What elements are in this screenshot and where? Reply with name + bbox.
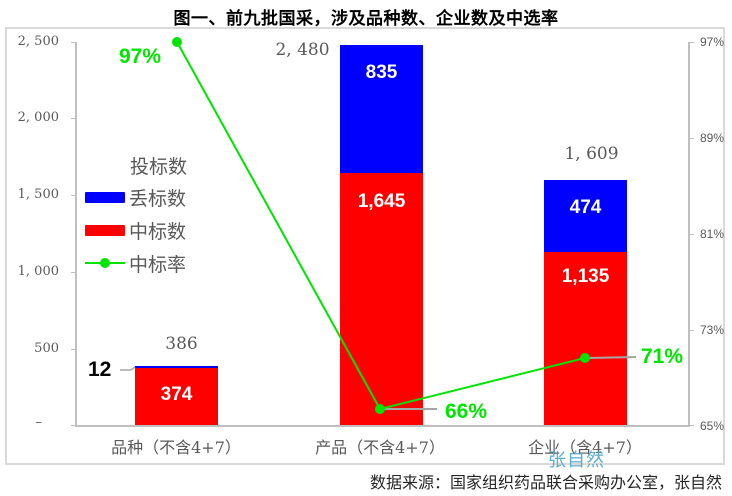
legend-label: 中标率 [129, 253, 187, 276]
legend-item-lost: 丢标数 [85, 185, 187, 210]
win-rate-point [375, 404, 385, 414]
won-value-label: 374 [160, 384, 193, 405]
legend-title: 投标数 [130, 156, 188, 178]
legend-label: 中标数 [129, 220, 187, 243]
right-tick [689, 138, 694, 139]
right-tick [689, 234, 694, 235]
watermark: 张自然 [548, 450, 605, 471]
win-rate-label: 97% [119, 45, 162, 68]
bar-lost-products [340, 45, 423, 173]
left-axis-line [75, 42, 77, 426]
left-tick [71, 349, 76, 350]
blue-swatch-icon [85, 191, 125, 203]
right-axis-label: 97% [700, 35, 725, 49]
category-label: 产品（不含4+7） [315, 438, 445, 457]
left-axis-label: 1, 500 [17, 187, 59, 202]
legend-item-won: 中标数 [85, 218, 187, 243]
category-label: 企业（含4+7） [528, 438, 642, 457]
win-rate-point [172, 37, 182, 47]
left-tick [71, 425, 76, 426]
left-tick [71, 42, 76, 43]
left-tick [71, 118, 76, 119]
source-note: 数据来源：国家组织药品联合采购办公室，张自然 [369, 473, 722, 492]
red-swatch-icon [85, 224, 125, 236]
right-axis-label: 73% [700, 323, 725, 337]
legend-item-rate: 中标率 [85, 251, 187, 276]
right-axis-label: 65% [700, 419, 725, 433]
win-rate-point [580, 353, 590, 363]
lost-value-label: 474 [569, 197, 602, 218]
right-axis-label: 81% [700, 227, 725, 241]
won-value-label: 1,135 [561, 266, 610, 287]
leader-line [587, 356, 637, 359]
bar-lost-companies [544, 180, 627, 252]
category-label: 品种（不含4+7） [111, 438, 241, 457]
win-rate-line [176, 41, 586, 411]
total-value-label: 386 [165, 334, 198, 354]
left-axis-label: 2, 000 [17, 110, 59, 125]
legend-label: 丢标数 [129, 187, 187, 210]
total-value-label: 2, 480 [275, 40, 330, 60]
right-tick [689, 425, 694, 426]
right-tick [689, 330, 694, 331]
left-axis-label: 500 [34, 341, 59, 356]
left-tick [71, 195, 76, 196]
leader-line [130, 366, 136, 371]
right-axis-label: 89% [700, 131, 725, 145]
left-tick [71, 272, 76, 273]
won-value-label: 1,645 [357, 191, 406, 212]
bar-won-companies [544, 252, 627, 425]
lost-value-label: 835 [365, 62, 398, 83]
line-marker-icon [85, 258, 125, 268]
left-axis-label: 2, 500 [17, 34, 59, 49]
bar-lost-varieties [135, 366, 218, 368]
bar-won-products [340, 173, 423, 425]
left-axis-label: – [35, 415, 43, 430]
chart-title: 图一、前九批国采，涉及品种数、企业数及中选率 [173, 9, 559, 29]
left-axis-label: 1, 000 [17, 264, 59, 279]
total-value-label: 1, 609 [564, 144, 619, 164]
win-rate-label: 71% [641, 345, 684, 368]
x-axis-line [75, 425, 690, 427]
right-tick [689, 42, 694, 43]
chart-frame [5, 27, 725, 465]
lost-value-label: 12 [88, 358, 112, 381]
win-rate-label: 66% [445, 400, 488, 423]
bar-won-varieties [135, 368, 218, 425]
